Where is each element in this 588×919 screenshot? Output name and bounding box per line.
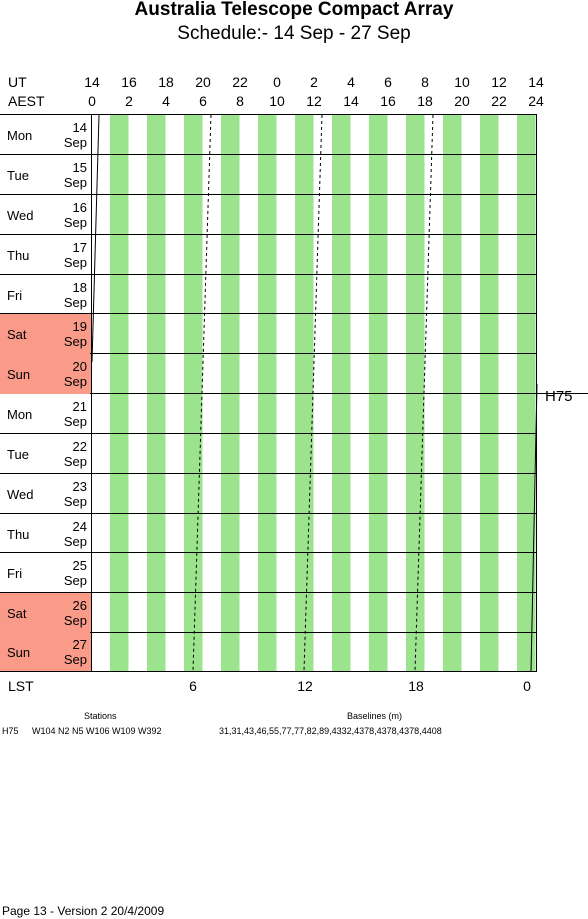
day-row-label: Sun 27 Sep [0,633,90,671]
configuration-name: H75 [545,388,573,405]
page-title: Australia Telescope Compact Array [134,0,454,20]
page-footer: Page 13 - Version 2 20/4/2009 [2,904,165,918]
day-date: 16 Sep [63,200,87,230]
day-of-week: Fri [7,565,23,581]
day-row-label: Thu 17 Sep [0,235,90,275]
lst-tick: 12 [297,678,313,694]
baselines-header: Baselines (m) [347,711,403,721]
day-row-label: Fri 25 Sep [0,553,90,593]
day-of-week: Fri [7,287,23,303]
day-of-week: Sun [7,366,31,382]
lst-tick: 18 [408,678,424,694]
ut-tick: 2 [310,74,318,90]
aest-tick: 18 [417,93,433,109]
ut-tick: 14 [84,74,100,90]
day-row-label: Mon 21 Sep [0,394,90,434]
aest-tick: 10 [269,93,285,109]
day-date: 26 Sep [63,598,87,628]
day-of-week: Sat [7,605,27,621]
ut-tick: 14 [528,74,544,90]
config-name-small: H75 [2,726,19,736]
stations-header: Stations [84,711,117,721]
stations-list: W104 N2 N5 W106 W109 W392 [32,726,162,736]
ut-tick: 10 [454,74,470,90]
day-date: 23 Sep [63,479,87,509]
day-row-label: Thu 24 Sep [0,514,90,554]
ut-tick: 4 [347,74,355,90]
lst-tick: 6 [189,678,197,694]
day-of-week: Mon [7,406,33,422]
ut-tick: 8 [421,74,429,90]
aest-tick: 4 [162,93,170,109]
aest-tick: 0 [88,93,96,109]
day-of-week: Wed [7,486,34,502]
day-row-label: Fri 18 Sep [0,275,90,315]
day-of-week: Tue [7,446,29,462]
baselines-list: 31,31,43,46,55,77,77,82,89,4332,4378,437… [219,726,442,736]
aest-tick: 14 [343,93,359,109]
aest-tick: 22 [491,93,507,109]
day-date: 27 Sep [63,637,87,667]
configuration-markers [91,114,538,672]
day-of-week: Mon [7,127,33,143]
ut-axis-label: UT [8,74,27,90]
day-date: 25 Sep [63,558,87,588]
day-row-label: Sat 19 Sep [0,314,90,354]
aest-tick: 2 [125,93,133,109]
day-date: 18 Sep [63,280,87,310]
ut-tick: 0 [273,74,281,90]
ut-tick: 18 [158,74,174,90]
day-of-week: Wed [7,207,34,223]
day-row-label: Tue 15 Sep [0,155,90,195]
aest-tick: 20 [454,93,470,109]
aest-tick: 6 [199,93,207,109]
aest-axis-label: AEST [8,93,45,109]
day-of-week: Thu [7,247,30,263]
ut-tick: 22 [232,74,248,90]
day-date: 14 Sep [63,120,87,150]
ut-tick: 6 [384,74,392,90]
lst-tick: 0 [523,678,531,694]
lst-axis-label: LST [8,678,34,694]
aest-tick: 12 [306,93,322,109]
day-of-week: Sun [7,644,31,660]
day-row-label: Wed 23 Sep [0,474,90,514]
ut-tick: 16 [121,74,137,90]
day-date: 22 Sep [63,439,87,469]
ut-tick: 20 [195,74,211,90]
day-of-week: Tue [7,167,29,183]
schedule-subtitle: Schedule:- 14 Sep - 27 Sep [177,23,411,44]
lst-lines [192,114,434,672]
aest-tick: 16 [380,93,396,109]
day-row-label: Wed 16 Sep [0,195,90,235]
day-row-label: Sat 26 Sep [0,593,90,633]
day-date: 19 Sep [63,319,87,349]
aest-tick: 8 [236,93,244,109]
day-of-week: Sat [7,326,27,342]
day-date: 20 Sep [63,359,87,389]
day-date: 24 Sep [63,519,87,549]
day-of-week: Thu [7,526,30,542]
day-date: 21 Sep [63,399,87,429]
day-date: 15 Sep [63,160,87,190]
ut-tick: 12 [491,74,507,90]
day-row-label: Mon 14 Sep [0,115,90,155]
day-row-label: Sun 20 Sep [0,354,90,394]
day-date: 17 Sep [63,240,87,270]
aest-tick: 24 [528,93,544,109]
day-row-label: Tue 22 Sep [0,434,90,474]
